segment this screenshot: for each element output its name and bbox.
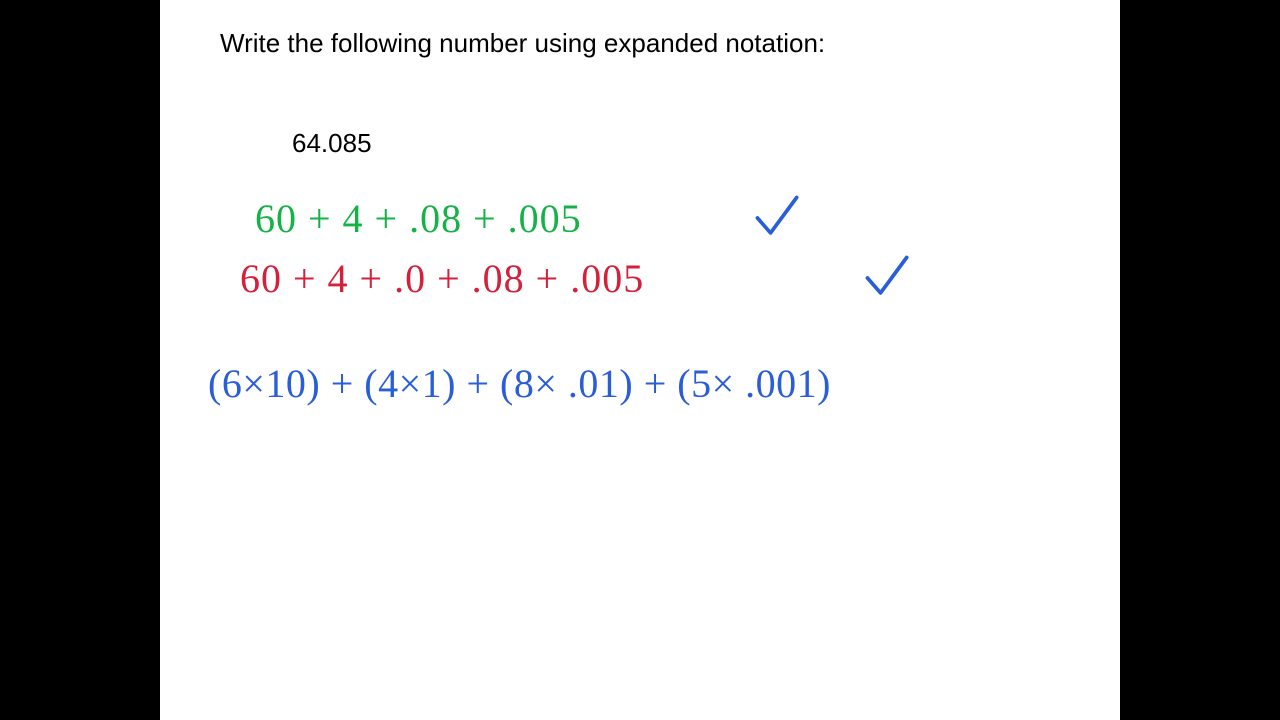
letterbox-left: [0, 0, 160, 720]
whiteboard-canvas: Write the following number using expande…: [160, 0, 1120, 720]
letterbox-right: [1120, 0, 1280, 720]
expanded-form-line-3: (6×10) + (4×1) + (8× .01) + (5× .001): [208, 360, 831, 407]
checkmark-icon: [860, 250, 916, 311]
given-number: 64.085: [292, 128, 372, 159]
expanded-form-line-1: 60 + 4 + .08 + .005: [255, 195, 582, 242]
prompt-title: Write the following number using expande…: [220, 28, 825, 59]
expanded-form-line-2: 60 + 4 + .0 + .08 + .005: [240, 255, 644, 302]
checkmark-icon: [750, 190, 806, 251]
